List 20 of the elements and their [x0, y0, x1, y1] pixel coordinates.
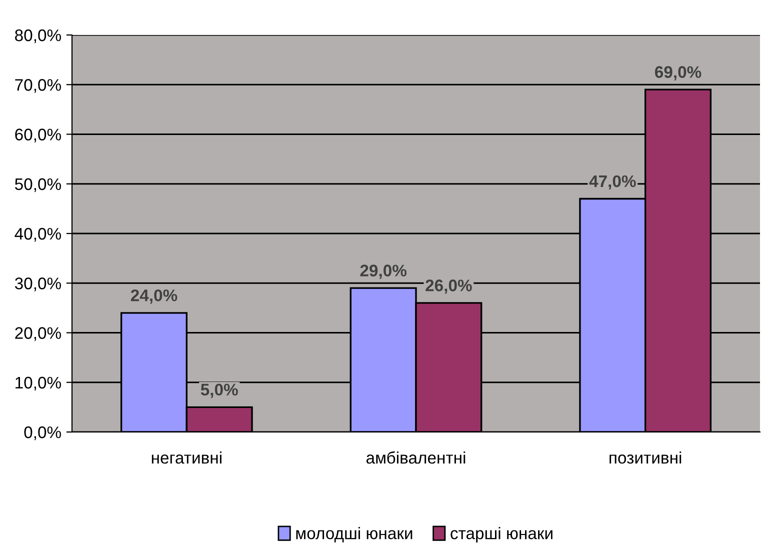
y-tick-label: 70,0%	[15, 79, 61, 93]
data-label: 69,0%	[654, 66, 702, 80]
y-tick-label: 50,0%	[14, 178, 61, 192]
y-tick-label: 10,0%	[16, 376, 61, 391]
data-label: 29,0%	[360, 264, 407, 279]
data-label: 26,0%	[426, 280, 472, 294]
y-tick-label: 0,0%	[24, 426, 61, 440]
y-tick-label: 80,0%	[15, 29, 61, 44]
y-tick-label: 30,0%	[14, 278, 61, 292]
y-tick-label: 20,0%	[15, 327, 61, 341]
data-label: 24,0%	[130, 289, 178, 304]
legend-label: старші юнаки	[450, 526, 552, 543]
data-label: 5,0%	[200, 384, 238, 398]
y-tick-label: 40,0%	[14, 228, 61, 242]
x-tick-label: позитивні	[610, 451, 682, 464]
data-label: 47,0%	[589, 175, 636, 190]
legend-label: молодші юнаки	[296, 526, 412, 542]
x-tick-label: негативні	[152, 451, 222, 464]
y-tick-label: 60,0%	[15, 128, 61, 142]
x-tick-label: амбівалентні	[366, 451, 466, 464]
